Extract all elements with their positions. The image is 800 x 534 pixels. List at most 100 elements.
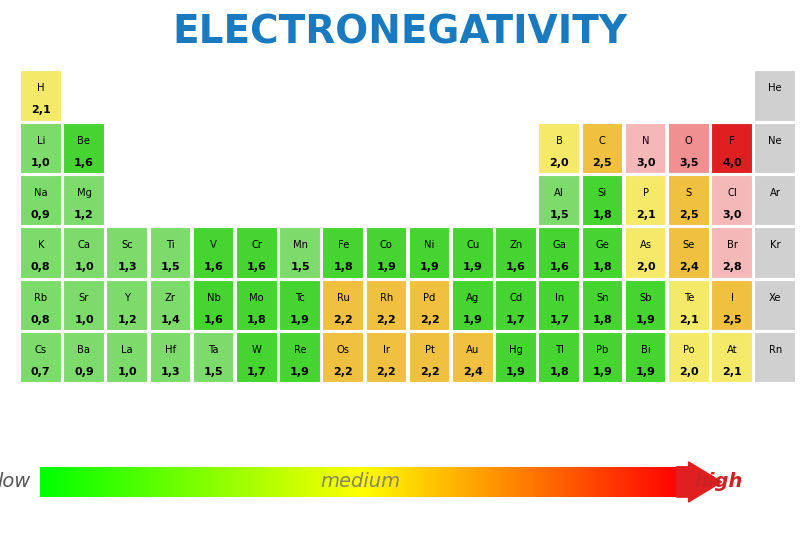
Text: 1,9: 1,9 xyxy=(377,262,396,272)
FancyBboxPatch shape xyxy=(582,175,623,226)
Text: 1,0: 1,0 xyxy=(118,367,137,377)
Text: V: V xyxy=(210,240,217,250)
Text: Pt: Pt xyxy=(425,345,434,355)
Text: 1,6: 1,6 xyxy=(247,262,266,272)
FancyBboxPatch shape xyxy=(625,227,666,279)
Text: 0,7: 0,7 xyxy=(31,367,50,377)
FancyBboxPatch shape xyxy=(495,332,537,383)
Text: 1,6: 1,6 xyxy=(550,262,569,272)
FancyBboxPatch shape xyxy=(711,227,753,279)
FancyBboxPatch shape xyxy=(236,332,278,383)
FancyBboxPatch shape xyxy=(668,332,710,383)
Text: Pb: Pb xyxy=(596,345,609,355)
Text: 1,7: 1,7 xyxy=(506,315,526,325)
Text: 1,9: 1,9 xyxy=(463,315,482,325)
Text: 2,0: 2,0 xyxy=(636,262,655,272)
Text: 1,8: 1,8 xyxy=(593,210,612,220)
FancyBboxPatch shape xyxy=(582,280,623,331)
Text: Sb: Sb xyxy=(639,293,652,303)
Text: Bi: Bi xyxy=(641,345,650,355)
Text: 3,0: 3,0 xyxy=(722,210,742,220)
FancyBboxPatch shape xyxy=(582,123,623,174)
Text: 1,6: 1,6 xyxy=(204,262,223,272)
Text: 1,2: 1,2 xyxy=(74,210,94,220)
Text: Hg: Hg xyxy=(509,345,523,355)
FancyBboxPatch shape xyxy=(754,280,796,331)
FancyBboxPatch shape xyxy=(538,280,580,331)
Text: Au: Au xyxy=(466,345,479,355)
Text: Mn: Mn xyxy=(293,240,307,250)
Text: Kr: Kr xyxy=(770,240,781,250)
Text: 1,9: 1,9 xyxy=(290,367,310,377)
Text: 1,9: 1,9 xyxy=(593,367,612,377)
Text: Se: Se xyxy=(682,240,695,250)
Text: 1,0: 1,0 xyxy=(74,262,94,272)
Text: Cl: Cl xyxy=(727,188,737,198)
FancyBboxPatch shape xyxy=(193,280,234,331)
Text: ELECTRONEGATIVITY: ELECTRONEGATIVITY xyxy=(173,13,627,51)
Text: Sn: Sn xyxy=(596,293,609,303)
Text: B: B xyxy=(556,136,562,146)
Text: Co: Co xyxy=(380,240,393,250)
FancyBboxPatch shape xyxy=(279,332,321,383)
Text: F: F xyxy=(729,136,735,146)
FancyBboxPatch shape xyxy=(625,280,666,331)
Text: Te: Te xyxy=(684,293,694,303)
FancyBboxPatch shape xyxy=(582,332,623,383)
FancyBboxPatch shape xyxy=(63,227,105,279)
FancyBboxPatch shape xyxy=(193,332,234,383)
Text: 1,9: 1,9 xyxy=(420,262,439,272)
Text: 0,8: 0,8 xyxy=(31,315,50,325)
Text: Rh: Rh xyxy=(380,293,393,303)
FancyBboxPatch shape xyxy=(20,332,62,383)
FancyBboxPatch shape xyxy=(668,175,710,226)
Text: 4,0: 4,0 xyxy=(722,158,742,168)
Text: 1,3: 1,3 xyxy=(161,367,180,377)
FancyArrow shape xyxy=(677,462,722,502)
Text: 1,0: 1,0 xyxy=(31,158,50,168)
Text: 2,1: 2,1 xyxy=(636,210,655,220)
FancyBboxPatch shape xyxy=(106,280,148,331)
Text: Rn: Rn xyxy=(769,345,782,355)
Text: Ge: Ge xyxy=(595,240,610,250)
Text: Ga: Ga xyxy=(552,240,566,250)
FancyBboxPatch shape xyxy=(20,175,62,226)
FancyBboxPatch shape xyxy=(495,280,537,331)
Text: Tl: Tl xyxy=(554,345,564,355)
Text: 1,2: 1,2 xyxy=(118,315,137,325)
Text: Tc: Tc xyxy=(295,293,305,303)
FancyBboxPatch shape xyxy=(711,175,753,226)
Text: 1,0: 1,0 xyxy=(74,315,94,325)
Text: P: P xyxy=(642,188,649,198)
Text: 1,5: 1,5 xyxy=(290,262,310,272)
Text: Y: Y xyxy=(124,293,130,303)
FancyBboxPatch shape xyxy=(322,332,364,383)
Text: H: H xyxy=(37,83,45,93)
Text: 2,4: 2,4 xyxy=(463,367,482,377)
Text: 1,9: 1,9 xyxy=(636,367,655,377)
FancyBboxPatch shape xyxy=(409,332,450,383)
Text: Be: Be xyxy=(78,136,90,146)
Text: 1,5: 1,5 xyxy=(204,367,223,377)
Text: O: O xyxy=(685,136,693,146)
Text: 1,3: 1,3 xyxy=(118,262,137,272)
Text: Os: Os xyxy=(337,345,350,355)
Text: Ne: Ne xyxy=(768,136,782,146)
Text: 2,2: 2,2 xyxy=(334,367,353,377)
Text: 3,0: 3,0 xyxy=(636,158,655,168)
Text: Fe: Fe xyxy=(338,240,349,250)
Text: 2,0: 2,0 xyxy=(679,367,698,377)
FancyBboxPatch shape xyxy=(711,123,753,174)
Text: Ir: Ir xyxy=(383,345,390,355)
FancyBboxPatch shape xyxy=(538,227,580,279)
FancyBboxPatch shape xyxy=(452,332,494,383)
Text: 2,2: 2,2 xyxy=(420,367,439,377)
FancyBboxPatch shape xyxy=(63,123,105,174)
Text: 0,8: 0,8 xyxy=(31,262,50,272)
Text: He: He xyxy=(768,83,782,93)
FancyBboxPatch shape xyxy=(63,280,105,331)
Text: K: K xyxy=(38,240,44,250)
Text: 1,6: 1,6 xyxy=(506,262,526,272)
FancyBboxPatch shape xyxy=(668,123,710,174)
FancyBboxPatch shape xyxy=(754,227,796,279)
